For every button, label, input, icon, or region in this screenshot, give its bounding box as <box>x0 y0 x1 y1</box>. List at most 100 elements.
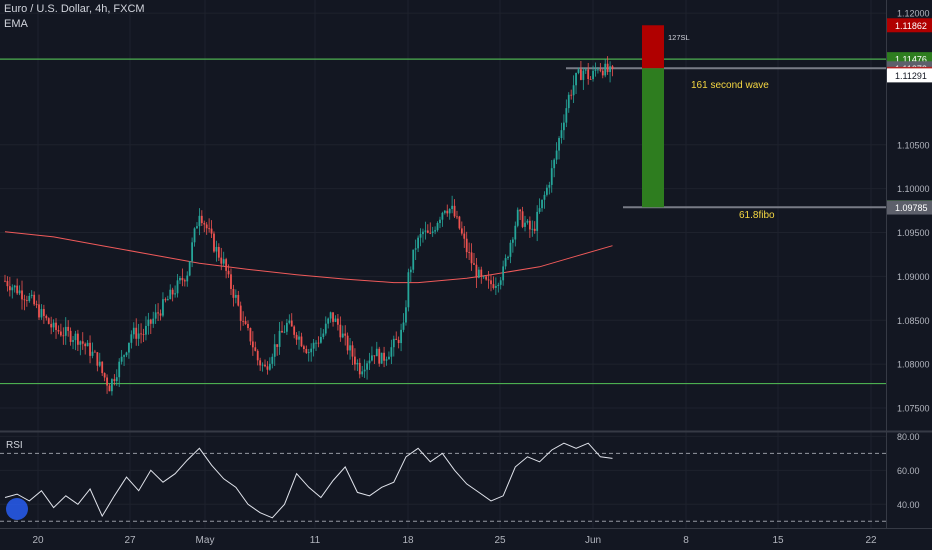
candle-92 <box>227 264 230 278</box>
candle-75 <box>186 271 189 287</box>
candle-149 <box>366 360 368 380</box>
candle-82 <box>203 220 206 233</box>
candle-188 <box>460 221 463 236</box>
candle-175 <box>429 222 432 235</box>
candle-190 <box>465 231 468 259</box>
candle-206 <box>504 254 507 270</box>
candle-122 <box>300 332 303 348</box>
candle-41 <box>103 372 106 382</box>
candle-236 <box>577 67 580 75</box>
candle-121 <box>298 330 300 350</box>
candle-197 <box>482 275 485 280</box>
candle-183 <box>448 208 451 220</box>
candle-111 <box>273 334 276 367</box>
candle-46 <box>115 369 118 386</box>
rsi-line <box>4 442 613 519</box>
candle-137 <box>337 313 339 331</box>
candle-223 <box>545 184 548 197</box>
candle-35 <box>89 335 91 364</box>
candle-4 <box>13 284 16 293</box>
time-tick-1: 27 <box>124 535 136 546</box>
price-tick-6: 1.08000 <box>897 360 930 370</box>
candle-84 <box>208 218 211 233</box>
candle-97 <box>239 301 242 331</box>
candle-139 <box>341 325 344 339</box>
candle-103 <box>254 341 257 352</box>
candle-25 <box>64 317 67 345</box>
rsi-tick-0: 80.00 <box>897 432 920 442</box>
candle-249 <box>609 61 611 83</box>
candle-98 <box>242 311 245 326</box>
time-tick-5: 25 <box>494 535 506 546</box>
candle-229 <box>560 122 563 144</box>
candle-5 <box>16 278 19 295</box>
candle-216 <box>528 216 531 238</box>
price-badge-0 <box>887 18 932 33</box>
candle-250 <box>611 65 614 77</box>
candle-19 <box>50 316 53 335</box>
time-tick-6: Jun <box>585 535 601 546</box>
candle-244 <box>597 66 599 74</box>
candle-166 <box>407 268 410 312</box>
time-tick-8: 15 <box>772 535 784 546</box>
candle-8 <box>23 294 26 311</box>
price-badge-label-0: 1.11862 <box>895 21 927 31</box>
candle-80 <box>198 208 201 236</box>
candle-184 <box>451 195 454 214</box>
candle-42 <box>106 374 108 394</box>
candle-227 <box>555 142 558 165</box>
candle-177 <box>434 226 437 235</box>
price-badge-6 <box>887 200 932 215</box>
candle-24 <box>62 327 65 345</box>
candle-43 <box>108 383 111 392</box>
price-tick-0: 1.12000 <box>897 9 930 19</box>
candle-3 <box>11 284 14 299</box>
candle-153 <box>375 341 378 357</box>
candle-104 <box>256 349 259 366</box>
candle-55 <box>137 323 140 346</box>
candle-158 <box>388 351 390 360</box>
target-annotation: 161 second wave <box>691 80 769 91</box>
candle-129 <box>317 336 320 348</box>
candle-32 <box>81 332 84 350</box>
tradingview-logo-icon[interactable] <box>6 498 28 520</box>
candle-243 <box>594 62 597 77</box>
candle-119 <box>293 325 296 339</box>
candle-101 <box>249 327 252 346</box>
candle-56 <box>140 323 142 344</box>
candle-133 <box>327 317 330 329</box>
candle-107 <box>264 359 266 368</box>
candle-54 <box>135 318 138 346</box>
candle-205 <box>502 260 505 286</box>
candle-199 <box>487 271 490 289</box>
candle-50 <box>125 351 128 358</box>
symbol-title[interactable]: Euro / U.S. Dollar, 4h, FXCM <box>4 3 145 15</box>
ema-legend[interactable]: EMA <box>4 18 28 30</box>
candle-114 <box>281 321 283 333</box>
candle-62 <box>154 304 157 324</box>
candle-15 <box>40 304 43 320</box>
candle-147 <box>361 365 364 377</box>
candle-1 <box>6 276 9 292</box>
time-tick-7: 8 <box>683 535 689 546</box>
candle-71 <box>176 274 179 298</box>
candle-213 <box>521 206 524 229</box>
candle-39 <box>98 352 101 368</box>
candle-207 <box>507 255 509 260</box>
time-tick-4: 18 <box>402 535 414 546</box>
candle-49 <box>123 354 125 367</box>
candle-198 <box>485 274 488 281</box>
candle-79 <box>196 222 198 229</box>
candle-232 <box>567 92 570 113</box>
price-tick-1: 1.10500 <box>897 140 930 150</box>
ema-line <box>4 231 613 284</box>
candle-167 <box>409 266 412 282</box>
candle-220 <box>538 198 541 214</box>
candle-12 <box>33 291 36 306</box>
candle-171 <box>419 228 422 247</box>
candle-247 <box>604 59 607 78</box>
candle-60 <box>149 318 152 335</box>
rsi-tick-2: 40.00 <box>897 500 920 510</box>
